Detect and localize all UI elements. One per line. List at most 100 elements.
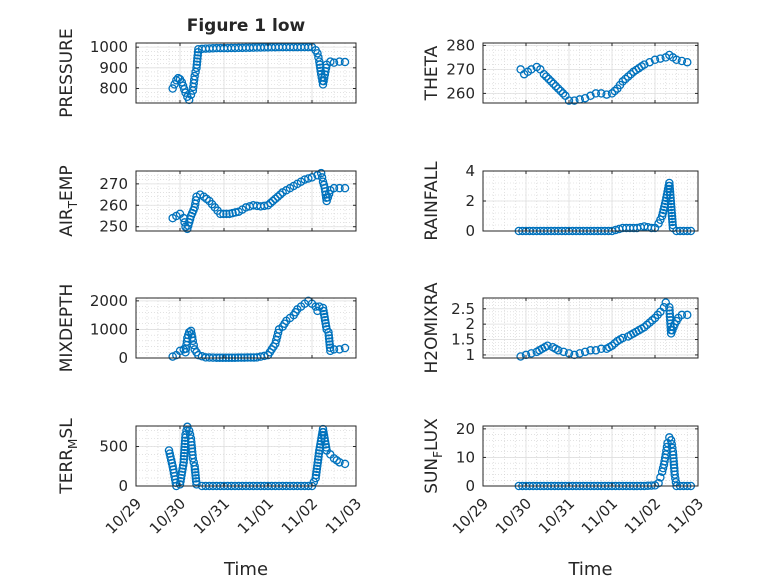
y-tick-label: 0 — [118, 349, 128, 367]
data-point — [650, 55, 660, 65]
data-point — [607, 89, 617, 98]
data-point — [177, 470, 186, 480]
data-point — [311, 473, 320, 483]
x-axis-label: Time — [567, 559, 612, 580]
data-point — [190, 462, 199, 471]
data-point — [178, 461, 188, 470]
data-point — [642, 320, 652, 330]
y-tick-label: 1000 — [90, 38, 128, 56]
y-tick-label: 20 — [456, 420, 475, 438]
data-point — [315, 57, 324, 66]
data-point — [194, 350, 203, 360]
x-tick-label: 10/30 — [492, 494, 535, 537]
data-point — [667, 205, 676, 215]
data-point — [516, 352, 525, 361]
x-tick-label: 10/29 — [449, 494, 492, 537]
data-point — [329, 183, 339, 193]
data-point — [668, 217, 677, 227]
y-tick-label: 900 — [99, 59, 128, 77]
y-axis-label: AIRTEMP — [57, 165, 80, 236]
data-point — [335, 57, 344, 66]
data-point — [335, 345, 344, 354]
data-point — [320, 437, 330, 446]
data-point — [193, 51, 202, 60]
data-point — [666, 199, 676, 209]
grid — [482, 43, 699, 104]
data-point — [665, 184, 675, 194]
data-point — [180, 448, 189, 458]
data-point — [544, 74, 553, 84]
data-point — [645, 318, 654, 327]
data-point — [564, 96, 574, 105]
data-point — [324, 189, 334, 199]
data-point — [546, 77, 556, 86]
data-point — [656, 54, 665, 63]
data-point — [188, 454, 198, 463]
data-point — [667, 211, 677, 221]
y-tick-label: 10 — [456, 448, 475, 466]
data-point — [326, 346, 335, 356]
data-point — [175, 480, 185, 489]
data-point — [170, 80, 179, 89]
data-point — [216, 209, 225, 219]
y-tick-label: 1000 — [90, 320, 128, 338]
series-markers — [516, 50, 692, 105]
y-tick-label: 4 — [465, 162, 475, 180]
data-point — [313, 461, 322, 471]
data-point — [315, 302, 324, 311]
data-point — [318, 303, 328, 313]
data-point — [580, 93, 590, 103]
subplot-terr-msl: 0 500 10/29 10/30 10/31 11/01 11/02 11/03 TERRMS… — [57, 418, 365, 580]
data-point — [648, 316, 657, 325]
data-point — [191, 474, 201, 483]
data-point — [266, 198, 275, 208]
data-point — [539, 69, 549, 79]
data-point — [192, 60, 202, 69]
data-point — [683, 57, 692, 67]
data-point — [168, 84, 177, 93]
y-axis-label: THETA — [422, 45, 442, 101]
data-point — [313, 458, 322, 468]
data-point — [666, 190, 675, 200]
data-point — [683, 310, 692, 320]
data-point — [300, 175, 309, 184]
data-point — [183, 422, 192, 432]
data-point — [667, 208, 676, 218]
data-point — [313, 455, 323, 464]
x-tick-label: 10/30 — [146, 494, 189, 537]
y-tick-label: 2 — [465, 192, 475, 210]
data-point — [323, 193, 333, 202]
data-point — [340, 343, 350, 353]
subplot-rainfall: 0 2 4 RAINFALL — [422, 161, 699, 241]
x-tick-label: 11/02 — [621, 494, 664, 537]
data-point — [319, 427, 328, 437]
y-axis-label: H2OMIXRA — [422, 282, 442, 373]
data-point — [527, 65, 536, 74]
data-point — [325, 337, 334, 346]
subplot-sun-flux: 0 10 20 10/29 10/30 10/31 11/01 11/02 11/03 SUNFL… — [422, 418, 707, 580]
x-tick-label: 11/03 — [664, 494, 707, 537]
subplot-mixdepth: 0 1000 2000 MIXDEPTH — [57, 284, 357, 372]
data-point — [665, 187, 675, 197]
y-tick-label: 250 — [99, 218, 128, 236]
x-tick-label: 11/01 — [578, 494, 621, 537]
series-markers — [168, 42, 350, 105]
series-markers — [168, 168, 350, 234]
data-point — [329, 58, 339, 67]
data-point — [677, 310, 687, 320]
data-point — [597, 89, 606, 98]
data-point — [626, 69, 636, 79]
y-tick-label: 280 — [446, 36, 475, 54]
x-tick-label: 11/01 — [234, 494, 277, 537]
data-point — [607, 341, 617, 350]
data-point — [312, 464, 322, 474]
chart-title: Figure 1 low — [187, 16, 306, 36]
data-point — [178, 464, 187, 473]
data-point — [340, 459, 350, 469]
data-point — [586, 346, 595, 355]
data-point — [591, 89, 601, 98]
y-tick-label: 1.5 — [451, 331, 475, 349]
data-point — [324, 331, 334, 340]
x-tick-label: 10/31 — [190, 494, 233, 537]
